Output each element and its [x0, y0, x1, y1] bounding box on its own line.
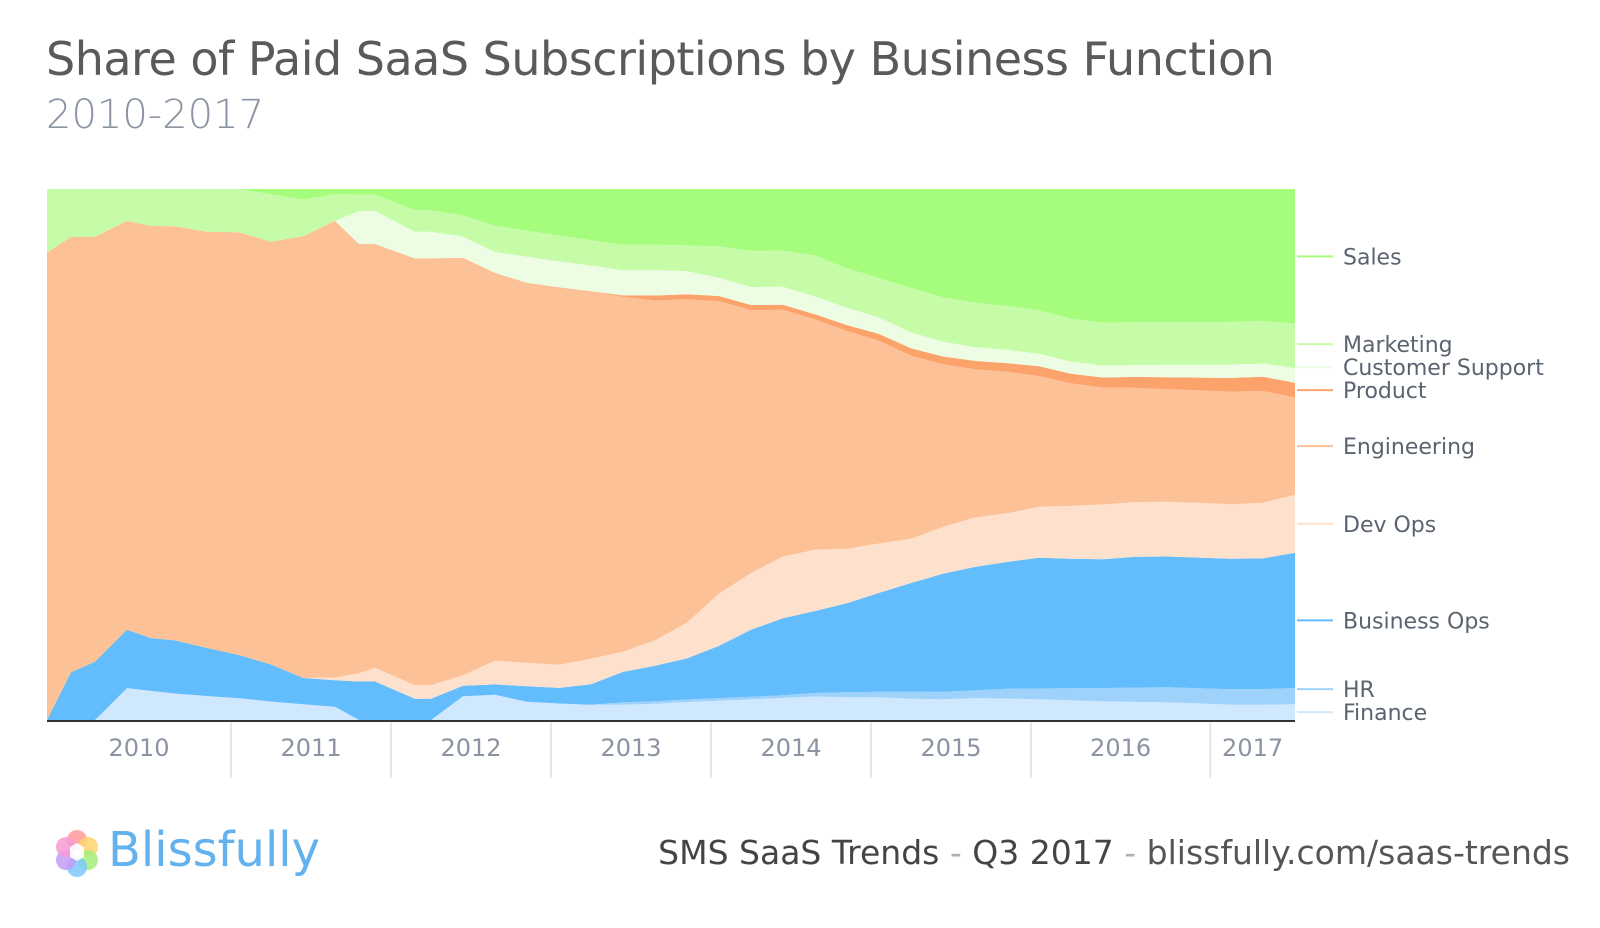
footer-url: blissfully.com/saas-trends: [1146, 833, 1570, 872]
legend-label-finance: Finance: [1343, 701, 1427, 726]
area-engineering: [47, 220, 1295, 720]
area-finance: [47, 688, 1295, 720]
legend-label-hr: HR: [1343, 678, 1375, 703]
x-tick-label: 2010: [108, 734, 169, 762]
chart-title: Share of Paid SaaS Subscriptions by Busi…: [46, 32, 1275, 86]
area-dev-ops: [47, 494, 1295, 720]
area-sales: [47, 189, 1295, 324]
legend-label-sales: Sales: [1343, 245, 1402, 270]
x-tick-label: 2016: [1090, 734, 1151, 762]
area-customer-support: [47, 211, 1295, 383]
x-tick-label: 2015: [920, 734, 981, 762]
footer-separator: -: [949, 833, 962, 872]
footer-brand: Blissfully: [108, 822, 321, 878]
chart-subtitle: 2010-2017: [46, 92, 265, 138]
legend-label-dev-ops: Dev Ops: [1343, 513, 1436, 538]
footer-report: SMS SaaS Trends: [658, 833, 940, 872]
legend-label-customer-support: Customer Support: [1343, 356, 1544, 381]
legend-label-business-ops: Business Ops: [1343, 609, 1490, 634]
legend-label-product: Product: [1343, 379, 1427, 404]
footer-quarter: Q3 2017: [972, 833, 1114, 872]
x-tick-label: 2011: [280, 734, 341, 762]
legend-label-engineering: Engineering: [1343, 435, 1475, 460]
area-product: [47, 220, 1295, 398]
area-business-ops: [47, 552, 1295, 720]
area-hr: [47, 687, 1295, 720]
chart-areas: [47, 189, 1295, 720]
x-tick-label: 2017: [1222, 734, 1283, 762]
x-axis: 2010 2011 2012 2013 2014 2015 2016 2017: [47, 720, 1295, 778]
area-marketing: [47, 189, 1295, 368]
legend-label-marketing: Marketing: [1343, 333, 1453, 358]
footer-separator-2: -: [1124, 833, 1137, 872]
x-tick-label: 2012: [440, 734, 501, 762]
blissfully-logo-icon: [56, 830, 98, 877]
x-tick-label: 2013: [600, 734, 661, 762]
footer-credit: SMS SaaS Trends - Q3 2017 - blissfully.c…: [658, 833, 1570, 872]
x-tick-label: 2014: [760, 734, 821, 762]
